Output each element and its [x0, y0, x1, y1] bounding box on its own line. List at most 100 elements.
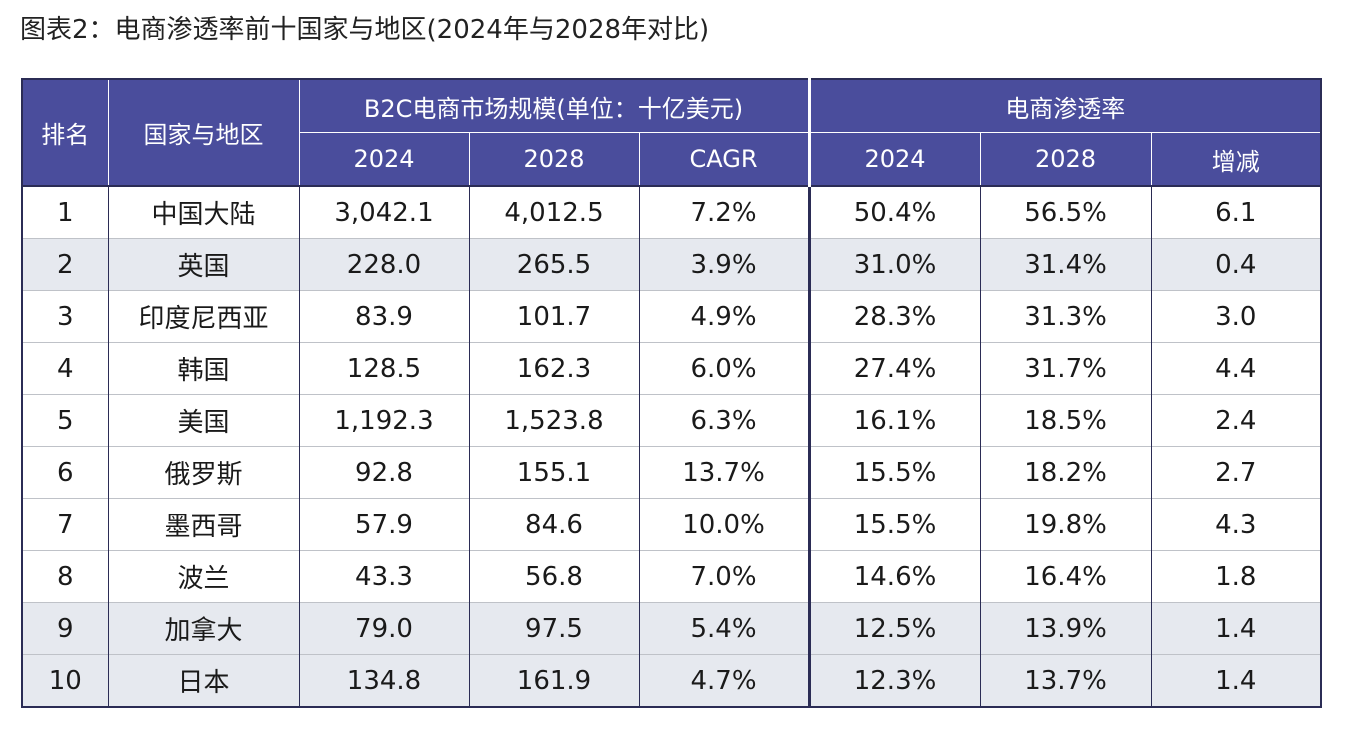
- cell-market-2024: 228.0: [298, 238, 470, 291]
- cell-rank: 2: [21, 238, 109, 291]
- cell-market-2028: 265.5: [468, 238, 640, 291]
- cell-market-2028: 56.8: [468, 550, 640, 603]
- cell-change: 4.4: [1150, 342, 1323, 395]
- cell-cagr: 7.0%: [638, 550, 811, 603]
- header-market-2028: 2028: [468, 132, 640, 186]
- cell-cagr: 4.9%: [638, 290, 811, 343]
- table-row: 7 墨西哥 57.9 84.6 10.0% 15.5% 19.8% 4.3: [21, 498, 1323, 551]
- cell-change: 1.4: [1150, 602, 1323, 655]
- cell-region: 英国: [107, 238, 300, 291]
- cell-change: 1.8: [1150, 550, 1323, 603]
- cell-market-2024: 57.9: [298, 498, 470, 551]
- header-market-2024: 2024: [298, 132, 470, 186]
- cell-change: 4.3: [1150, 498, 1323, 551]
- cell-region: 日本: [107, 654, 300, 708]
- header-region: 国家与地区: [107, 78, 300, 186]
- cell-cagr: 3.9%: [638, 238, 811, 291]
- cell-penetration-2028: 19.8%: [979, 498, 1152, 551]
- table-row: 10 日本 134.8 161.9 4.7% 12.3% 13.7% 1.4: [21, 654, 1323, 708]
- table-row: 4 韩国 128.5 162.3 6.0% 27.4% 31.7% 4.4: [21, 342, 1323, 395]
- cell-penetration-2024: 12.3%: [808, 654, 981, 708]
- cell-rank: 4: [21, 342, 109, 395]
- cell-penetration-2028: 31.7%: [979, 342, 1152, 395]
- cell-change: 3.0: [1150, 290, 1323, 343]
- cell-penetration-2028: 18.5%: [979, 394, 1152, 447]
- header-pen-2028: 2028: [979, 132, 1152, 186]
- header-market-group: B2C电商市场规模(单位：十亿美元): [298, 78, 811, 133]
- cell-penetration-2024: 15.5%: [808, 498, 981, 551]
- cell-market-2028: 162.3: [468, 342, 640, 395]
- cell-region: 美国: [107, 394, 300, 447]
- cell-market-2024: 134.8: [298, 654, 470, 708]
- cell-penetration-2024: 14.6%: [808, 550, 981, 603]
- cell-region: 中国大陆: [107, 185, 300, 239]
- cell-penetration-2028: 31.4%: [979, 238, 1152, 291]
- cell-market-2024: 92.8: [298, 446, 470, 499]
- cell-change: 6.1: [1150, 185, 1323, 239]
- cell-penetration-2024: 27.4%: [808, 342, 981, 395]
- cell-penetration-2028: 13.7%: [979, 654, 1152, 708]
- penetration-table: 排名 国家与地区 B2C电商市场规模(单位：十亿美元) 电商渗透率 2024 2…: [21, 78, 1323, 708]
- table-body: 1 中国大陆 3,042.1 4,012.5 7.2% 50.4% 56.5% 6.1 2 英国 2…: [21, 185, 1323, 708]
- cell-penetration-2024: 15.5%: [808, 446, 981, 499]
- cell-penetration-2024: 50.4%: [808, 185, 981, 239]
- cell-market-2028: 4,012.5: [468, 185, 640, 239]
- table-row: 2 英国 228.0 265.5 3.9% 31.0% 31.4% 0.4: [21, 238, 1323, 291]
- cell-market-2028: 101.7: [468, 290, 640, 343]
- cell-penetration-2024: 28.3%: [808, 290, 981, 343]
- cell-market-2024: 43.3: [298, 550, 470, 603]
- cell-region: 俄罗斯: [107, 446, 300, 499]
- cell-market-2024: 1,192.3: [298, 394, 470, 447]
- header-pen-2024: 2024: [808, 132, 981, 186]
- cell-penetration-2028: 16.4%: [979, 550, 1152, 603]
- cell-region: 韩国: [107, 342, 300, 395]
- header-cagr: CAGR: [638, 132, 811, 186]
- cell-penetration-2028: 18.2%: [979, 446, 1152, 499]
- cell-market-2028: 84.6: [468, 498, 640, 551]
- cell-rank: 1: [21, 185, 109, 239]
- cell-cagr: 10.0%: [638, 498, 811, 551]
- table-caption: 图表2：电商渗透率前十国家与地区(2024年与2028年对比): [20, 15, 710, 45]
- cell-region: 墨西哥: [107, 498, 300, 551]
- cell-market-2024: 128.5: [298, 342, 470, 395]
- table-row: 5 美国 1,192.3 1,523.8 6.3% 16.1% 18.5% 2.4: [21, 394, 1323, 447]
- cell-cagr: 4.7%: [638, 654, 811, 708]
- cell-rank: 9: [21, 602, 109, 655]
- table-row: 1 中国大陆 3,042.1 4,012.5 7.2% 50.4% 56.5% 6.1: [21, 185, 1323, 239]
- table-row: 3 印度尼西亚 83.9 101.7 4.9% 28.3% 31.3% 3.0: [21, 290, 1323, 343]
- cell-rank: 7: [21, 498, 109, 551]
- cell-cagr: 6.3%: [638, 394, 811, 447]
- cell-change: 1.4: [1150, 654, 1323, 708]
- cell-penetration-2028: 31.3%: [979, 290, 1152, 343]
- cell-rank: 10: [21, 654, 109, 708]
- table-row: 9 加拿大 79.0 97.5 5.4% 12.5% 13.9% 1.4: [21, 602, 1323, 655]
- cell-market-2024: 3,042.1: [298, 185, 470, 239]
- table-row: 8 波兰 43.3 56.8 7.0% 14.6% 16.4% 1.8: [21, 550, 1323, 603]
- cell-market-2028: 155.1: [468, 446, 640, 499]
- cell-penetration-2028: 13.9%: [979, 602, 1152, 655]
- cell-rank: 6: [21, 446, 109, 499]
- cell-change: 2.7: [1150, 446, 1323, 499]
- cell-market-2028: 161.9: [468, 654, 640, 708]
- cell-cagr: 7.2%: [638, 185, 811, 239]
- cell-region: 加拿大: [107, 602, 300, 655]
- cell-cagr: 13.7%: [638, 446, 811, 499]
- cell-rank: 5: [21, 394, 109, 447]
- header-change: 增减: [1150, 132, 1323, 186]
- cell-penetration-2024: 12.5%: [808, 602, 981, 655]
- cell-region: 波兰: [107, 550, 300, 603]
- cell-market-2028: 97.5: [468, 602, 640, 655]
- cell-penetration-2028: 56.5%: [979, 185, 1152, 239]
- cell-cagr: 6.0%: [638, 342, 811, 395]
- cell-market-2028: 1,523.8: [468, 394, 640, 447]
- cell-penetration-2024: 31.0%: [808, 238, 981, 291]
- cell-change: 2.4: [1150, 394, 1323, 447]
- cell-rank: 3: [21, 290, 109, 343]
- cell-rank: 8: [21, 550, 109, 603]
- header-penetration-group: 电商渗透率: [808, 78, 1323, 133]
- cell-penetration-2024: 16.1%: [808, 394, 981, 447]
- cell-change: 0.4: [1150, 238, 1323, 291]
- cell-market-2024: 83.9: [298, 290, 470, 343]
- cell-market-2024: 79.0: [298, 602, 470, 655]
- header-rank: 排名: [21, 78, 109, 186]
